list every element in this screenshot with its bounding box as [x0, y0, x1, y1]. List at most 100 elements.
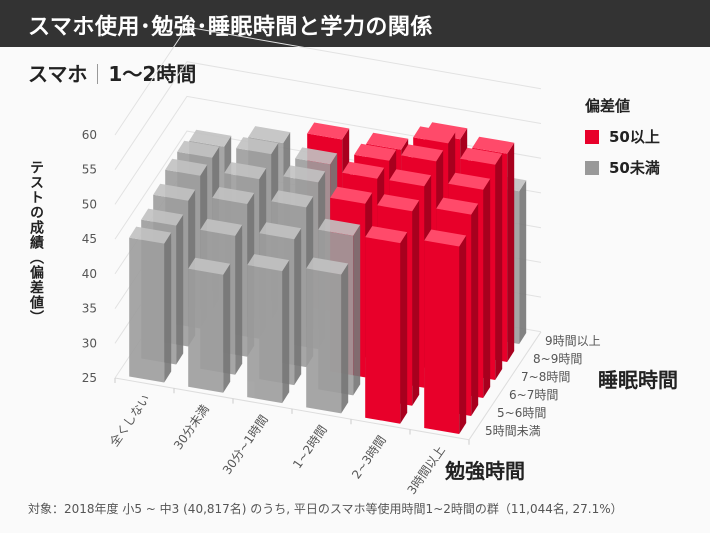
z-tick-label: 50 [82, 197, 97, 211]
legend-label: 50以上 [609, 128, 660, 146]
bar-top-face [224, 162, 267, 180]
z-tick-label: 30 [82, 336, 97, 350]
bar-top-face [318, 218, 361, 236]
gridline [114, 61, 542, 170]
y-tick-label: 8~9時間 [533, 352, 582, 366]
legend-label: 50未満 [609, 159, 660, 177]
subtitle-right: 1～2時間 [108, 62, 197, 86]
bar-top-face [366, 132, 409, 150]
bar-top-face [236, 137, 279, 155]
bar-top-face [188, 257, 231, 275]
bar-top-face [200, 218, 243, 236]
title-bar: スマホ使用･勉強･睡眠時間と学力の関係 [0, 0, 710, 47]
bar-side-face [412, 200, 420, 406]
bar-top-face [295, 147, 338, 165]
bar-front-face [365, 237, 401, 424]
z-tick-label: 45 [82, 232, 97, 246]
z-tick-label: 55 [82, 163, 97, 177]
legend-item-above: 50以上 [585, 126, 660, 147]
bar-side-face [223, 263, 231, 393]
x-tick-label: 3時間以上 [404, 443, 447, 497]
y-tick-label: 9時間以上 [545, 334, 601, 348]
x-tick-label: 30分未満 [171, 402, 212, 452]
legend-item-below: 50未満 [585, 157, 660, 178]
bar-side-face [483, 178, 491, 398]
bar-top-face [307, 122, 350, 140]
bar-front-face [129, 237, 165, 383]
y-tick-label: 7~8時間 [521, 370, 570, 384]
divider [97, 64, 99, 84]
bar-side-face [341, 263, 349, 414]
legend-swatch-red [585, 129, 599, 144]
bar-side-face [519, 180, 527, 344]
bar [247, 254, 290, 404]
bar-side-face [235, 224, 243, 375]
bar-top-face [247, 254, 290, 272]
bar-top-face [248, 126, 291, 144]
page-title: スマホ使用･勉強･睡眠時間と学力の関係 [28, 15, 433, 40]
x-tick-label: 1~2時間 [290, 423, 330, 471]
bar-top-face [460, 147, 503, 165]
bar-top-face [389, 169, 432, 187]
bar-front-face [306, 268, 342, 414]
gridline [114, 26, 542, 136]
y-axis-title: 睡眠時間 [598, 368, 678, 392]
bar-top-face [259, 222, 302, 240]
legend: 偏差値 50以上 50未満 [585, 95, 660, 188]
y-tick-label: 5~6時間 [497, 406, 546, 420]
bar-top-face [330, 186, 373, 204]
y-tick-label: 5時間未満 [485, 424, 541, 438]
bar-side-face [495, 153, 503, 380]
bar-top-face [401, 144, 444, 162]
x-tick-label: 2~3時間 [349, 433, 389, 481]
bar-top-face [365, 226, 408, 244]
bar-side-face [471, 203, 479, 416]
z-tick-label: 25 [82, 371, 97, 385]
bar-top-face [472, 136, 515, 154]
bar-front-face [424, 240, 460, 434]
legend-swatch-gray [585, 160, 599, 175]
bar-top-face [354, 143, 397, 161]
bar-top-face [141, 208, 184, 226]
bar-top-face [424, 229, 467, 247]
bar-top-face [377, 194, 420, 212]
bar-top-face [153, 183, 196, 201]
bar-top-face [306, 257, 349, 275]
bar-side-face [282, 260, 290, 404]
bar-top-face [177, 140, 220, 158]
x-axis-title: 勉強時間 [445, 459, 525, 483]
legend-title: 偏差値 [585, 97, 631, 115]
bar-side-face [294, 228, 302, 386]
bar [188, 257, 231, 393]
bar-front-face [188, 268, 224, 393]
bar [424, 229, 467, 434]
footnote: 対象：2018年度 小5 ~ 中3 (40,817名) のうち, 平日のスマホ等… [28, 502, 623, 516]
bar-side-face [400, 232, 408, 424]
bar [129, 226, 172, 383]
bar-front-face [247, 265, 283, 404]
y-tick-label: 6~7時間 [509, 388, 558, 402]
bar-top-face [436, 197, 479, 215]
bar-top-face [189, 129, 232, 147]
y-axis-line [468, 331, 542, 441]
bar-side-face [176, 214, 184, 365]
bar-side-face [164, 232, 172, 383]
bar-top-face [342, 161, 385, 179]
z-tick-label: 40 [82, 267, 97, 281]
subtitle-left: スマホ [28, 62, 88, 86]
x-tick-label: 30分~1時間 [220, 412, 271, 477]
bar-side-face [353, 224, 361, 396]
bar-top-face [448, 172, 491, 190]
bar-top-face [413, 126, 456, 144]
bar-top-face [129, 226, 172, 244]
bar-top-face [271, 190, 314, 208]
bar-side-face [507, 142, 515, 362]
bar-top-face [212, 187, 255, 204]
z-tick-label: 60 [82, 128, 97, 142]
bar-side-face [459, 235, 467, 434]
z-axis-title: テストの成績（偏差値） [28, 160, 44, 325]
z-tick-label: 35 [82, 302, 97, 316]
subtitle: スマホ 1～2時間 [28, 58, 196, 87]
bar [306, 257, 349, 414]
